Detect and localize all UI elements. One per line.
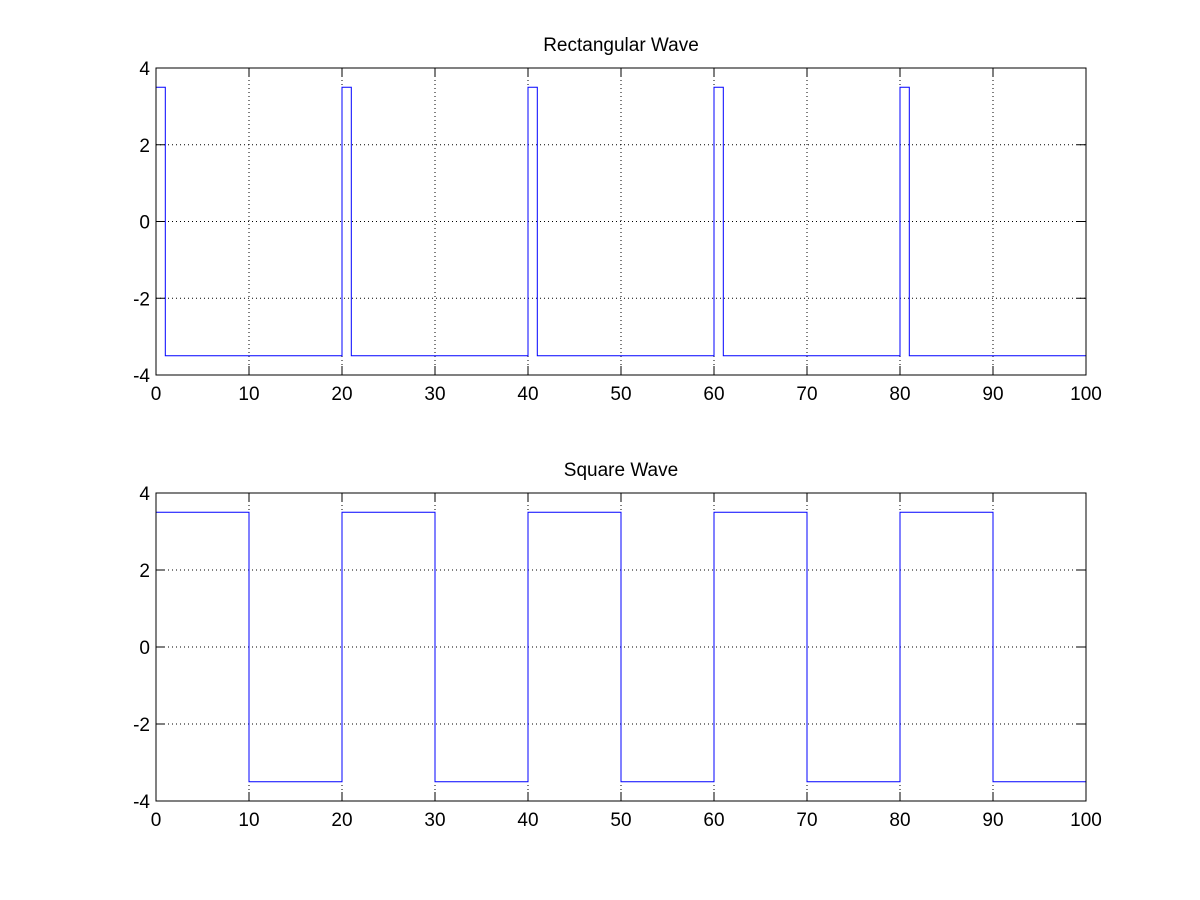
axes-box bbox=[155, 67, 1087, 376]
x-tick-label: 100 bbox=[1070, 810, 1102, 831]
x-tick-label: 80 bbox=[889, 810, 910, 831]
y-tick-label: 4 bbox=[139, 484, 150, 505]
x-tick-label: 70 bbox=[796, 384, 817, 405]
x-tick-label: 90 bbox=[982, 384, 1003, 405]
axes-box bbox=[155, 492, 1087, 802]
x-tick-label: 100 bbox=[1070, 384, 1102, 405]
chart-title: Square Wave bbox=[564, 460, 678, 481]
x-tick-label: 40 bbox=[517, 810, 538, 831]
y-tick-label: 0 bbox=[139, 638, 150, 659]
subplot-1: 0 10 20 30 40 50 60 70 80 90 100 -4 -2 0 2 4 Rectangular… bbox=[133, 35, 1102, 405]
chart-title: Rectangular Wave bbox=[543, 35, 699, 56]
x-tick-label: 0 bbox=[151, 384, 162, 405]
x-tick-label: 20 bbox=[331, 384, 352, 405]
x-tick-label: 90 bbox=[982, 810, 1003, 831]
x-tick-label: 30 bbox=[424, 810, 445, 831]
x-tick-label: 40 bbox=[517, 384, 538, 405]
x-tick-label: 60 bbox=[703, 810, 724, 831]
y-tick-label: 2 bbox=[139, 561, 150, 582]
x-tick-label: 20 bbox=[331, 810, 352, 831]
y-tick-label: 2 bbox=[139, 136, 150, 157]
series-line-1 bbox=[156, 511, 1087, 783]
x-tick-label: 0 bbox=[151, 810, 162, 831]
x-tick-label: 60 bbox=[703, 384, 724, 405]
x-tick-label: 10 bbox=[238, 810, 259, 831]
x-tick-label: 50 bbox=[610, 384, 631, 405]
y-tick-label: 0 bbox=[139, 213, 150, 234]
y-tick-label: -4 bbox=[133, 792, 150, 813]
x-tick-label: 50 bbox=[610, 810, 631, 831]
y-tick-label: -2 bbox=[133, 715, 150, 736]
subplot-2: 0 10 20 30 40 50 60 70 80 90 100 -4 -2 0 2 4 Square Wave bbox=[133, 460, 1102, 831]
y-tick-label: 4 bbox=[139, 59, 150, 80]
y-tick-label: -4 bbox=[133, 366, 150, 387]
y-tick-label: -2 bbox=[133, 289, 150, 310]
series-line-1 bbox=[155, 86, 1087, 357]
x-tick-label: 80 bbox=[889, 384, 910, 405]
x-tick-label: 10 bbox=[238, 384, 259, 405]
x-tick-label: 70 bbox=[796, 810, 817, 831]
x-tick-label: 30 bbox=[424, 384, 445, 405]
